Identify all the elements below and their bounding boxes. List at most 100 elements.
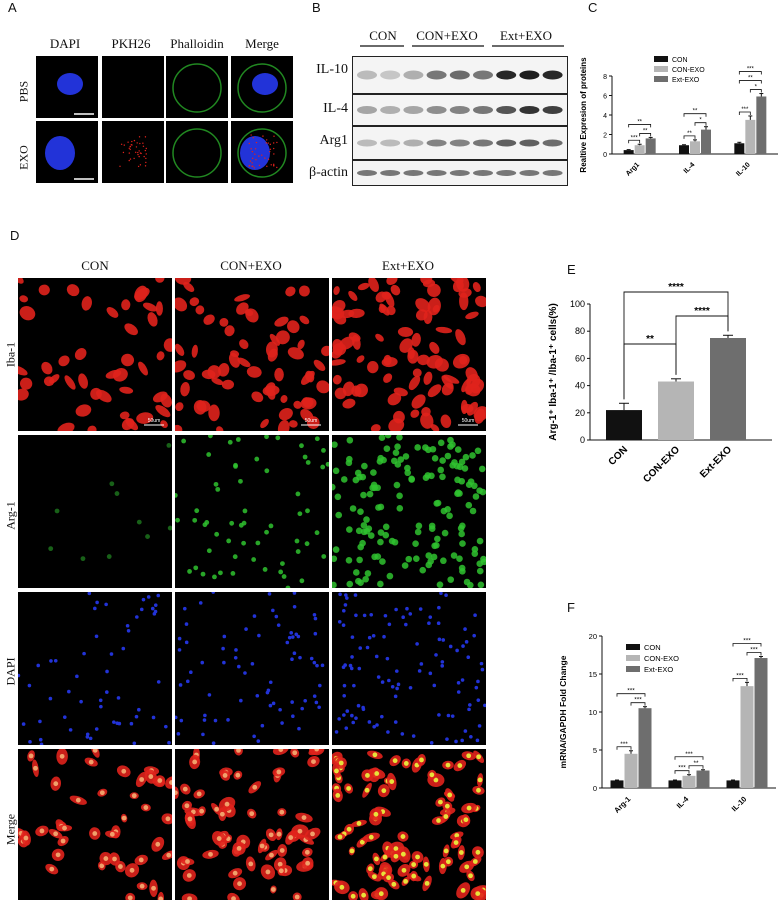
y-tick-label: 100 [570,299,585,309]
significance-bracket [738,71,762,75]
significance-bracket [639,133,652,137]
bar [690,141,700,154]
panel-d-micrograph [18,435,172,588]
y-tick-label: 8 [603,74,607,81]
significance-bracket [628,139,641,144]
significance-label: *** [741,107,749,113]
legend-label: CON [672,57,688,64]
significance-label: *** [685,751,693,758]
panel-d-micrograph [175,749,329,900]
bar [668,780,682,788]
panel-c-chart: 0 2 4 6 8 Realtive Expresion of proteins Arg1 I… [579,56,778,178]
bar [623,150,634,154]
bar [606,410,642,440]
significance-label: *** [747,67,755,73]
significance-label: *** [634,697,642,704]
bar [756,96,767,154]
y-tick-label: 0 [580,435,585,445]
panel-a-col-dapi: DAPI [49,36,81,51]
significance-label: *** [631,135,639,141]
panel-label-f: F [567,600,575,615]
blot-strip [352,94,568,126]
significance-bracket [623,343,677,400]
significance-bracket [683,113,707,117]
panel-e-chart: 0 20 40 60 80 100 Arg-1⁺ Iba-1⁺ /Iba-1⁺ cells(… [548,282,772,485]
y-tick-label: 60 [575,353,585,363]
significance-bracket [683,135,696,139]
y-tick-label: 15 [589,670,597,679]
panel-label-c: C [588,0,598,15]
blot-strip [352,126,568,160]
significance-label: ** [748,76,753,82]
blot-label-il10: IL-10 [316,62,348,77]
bar [658,381,694,440]
legend-swatch [626,644,640,650]
panel-label-b: B [312,0,321,15]
panel-d-micrograph: 50um [175,278,329,431]
significance-label: ** [693,109,698,115]
y-tick-label: 0 [603,152,607,159]
bar [679,145,689,154]
blot-strip [352,160,568,186]
panel-a-micrograph [102,121,164,183]
legend-swatch [626,655,640,661]
bar [740,686,754,788]
panel-a-micrograph [36,56,98,118]
panel-a-micrograph [166,56,228,118]
significance-label: *** [620,741,628,748]
x-tick-label: CON [607,444,631,468]
blot-label-il4: IL-4 [323,101,348,116]
blot-group-con: CON [369,28,397,43]
panel-d-micrograph [332,435,486,588]
significance-bracket [738,80,762,84]
panel-label-a: A [8,0,17,15]
panel-d-micrograph [175,592,329,745]
panel-label-e: E [567,262,576,277]
x-tick-label: CON-EXO [641,444,682,485]
significance-bracket [694,122,707,126]
bar [638,708,652,788]
significance-bracket [630,702,646,706]
significance-label: ** [693,760,699,767]
panel-a-micrograph [166,121,228,183]
bar [682,775,696,788]
legend-label: Ext-EXO [644,665,673,674]
scale-bar-label: 50um [305,418,318,424]
significance-label: * [755,85,758,91]
panel-a-row-exo: EXO [16,145,31,170]
panel-d-row-merge: Merge [3,813,18,846]
significance-bracket [674,770,690,774]
blot-group-con-exo: CON+EXO [416,28,478,43]
x-tick-label: Arg1 [625,161,641,177]
significance-label: **** [694,306,710,317]
panel-d-row-iba1: Iba-1 [3,341,18,368]
panel-d-micrograph [18,749,172,900]
significance-label: *** [736,672,744,679]
blot-group-lines [360,45,564,47]
legend-label: CON-EXO [672,67,705,74]
panel-d-col-ext-exo: Ext+EXO [381,258,435,273]
x-tick-label: IL-4 [675,794,691,810]
x-tick-label: Arg-1 [612,795,632,815]
significance-label: **** [668,282,684,293]
significance-bracket [738,111,751,115]
panel-a-micrograph [231,121,293,183]
significance-bracket [749,89,762,93]
x-tick-label: IL-4 [683,161,697,175]
significance-label: *** [743,638,751,645]
y-tick-label: 40 [575,381,585,391]
significance-label: ** [646,334,654,345]
legend-label: CON [644,643,661,652]
bar [726,780,740,788]
panel-a-micrograph [102,56,164,118]
panel-label-d: D [10,228,20,243]
significance-label: ** [637,119,642,125]
x-tick-label: Ext-EXO [698,444,734,480]
significance-bracket [746,652,762,656]
y-tick-label: 10 [589,708,597,717]
panel-f-chart: 0 5 10 15 20 mRNA/GAPDH Fold Change Arg-1 IL-4 I… [558,632,776,815]
legend-label: Ext-EXO [672,77,700,84]
significance-label: ** [643,128,648,134]
bar [734,143,745,154]
bar [645,138,656,154]
